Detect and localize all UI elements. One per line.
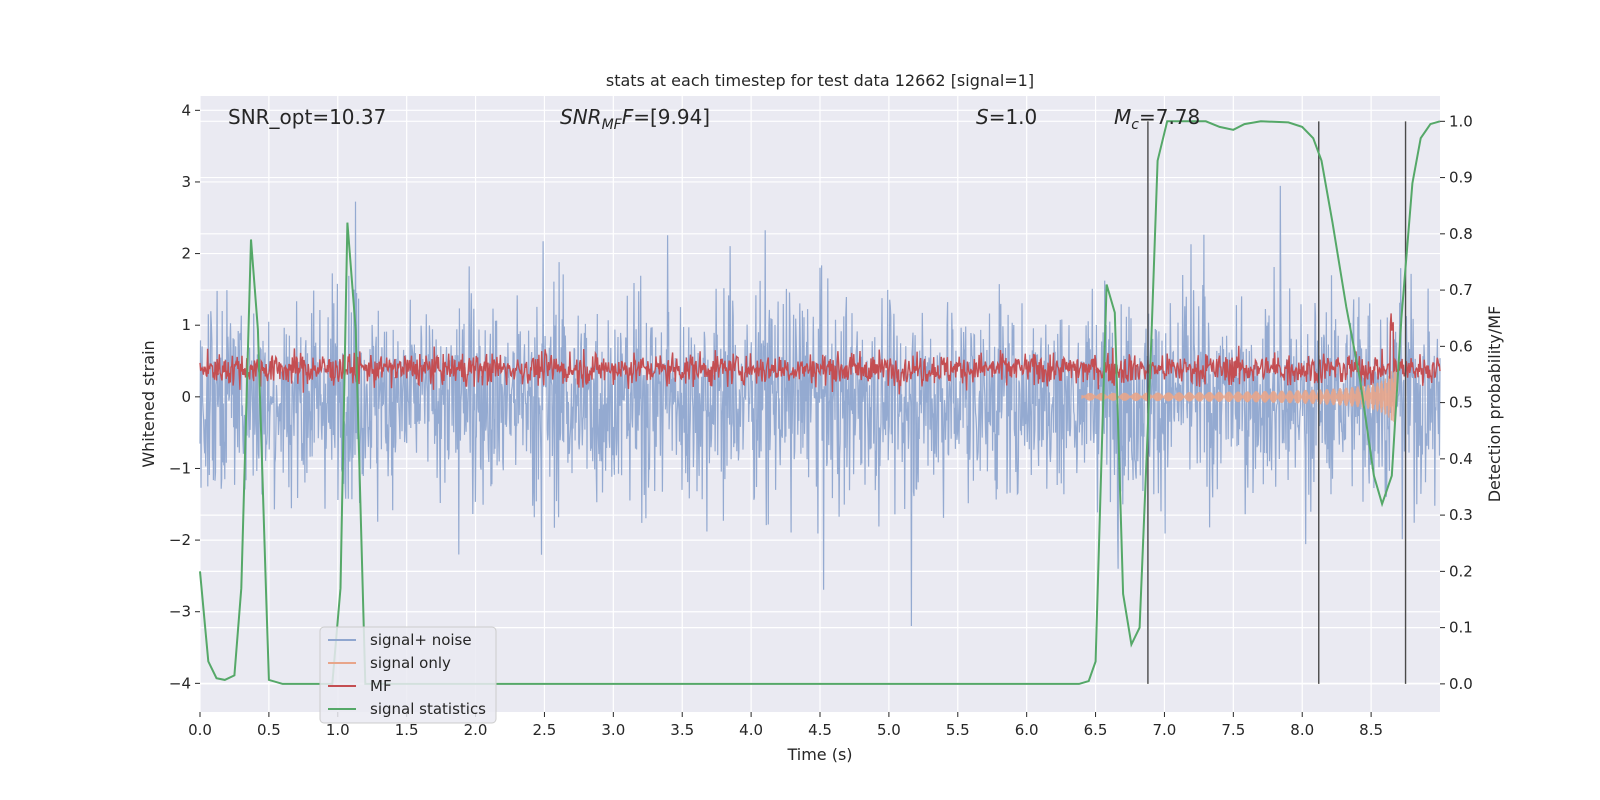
- y2-tick-label: 0.0: [1449, 675, 1473, 693]
- legend-label-noise: signal+ noise: [370, 631, 472, 649]
- y-tick-label: 4: [181, 101, 191, 119]
- x-tick-label: 1.0: [326, 721, 350, 739]
- x-tick-label: 6.5: [1084, 721, 1108, 739]
- x-tick-label: 0.0: [188, 721, 212, 739]
- y2-tick-label: 0.3: [1449, 506, 1473, 524]
- y2-tick-label: 1.0: [1449, 112, 1473, 130]
- x-axis-ticks: 0.0 0.5 1.0 1.5 2.0 2.5 3.0 3.5 4.0 4.5 5.0 5.5 6.0 6…: [188, 712, 1383, 739]
- annotation-s-label: S: [976, 105, 989, 129]
- y2-tick-label: 0.8: [1449, 225, 1473, 243]
- y-tick-label: −2: [169, 531, 191, 549]
- x-tick-label: 2.0: [464, 721, 488, 739]
- legend-label-mf: MF: [370, 677, 392, 695]
- annotation-mc: Mc=7.78: [1114, 105, 1200, 133]
- legend: signal+ noise signal only MF signal stat…: [319, 626, 497, 724]
- annotation-snr-mf-value: =[9.94]: [633, 105, 710, 129]
- y2-tick-label: 0.9: [1449, 169, 1473, 187]
- y-axis-label: Whitened strain: [139, 340, 158, 467]
- y2-tick-label: 0.7: [1449, 281, 1473, 299]
- y-tick-label: 3: [181, 173, 191, 191]
- x-tick-label: 2.5: [533, 721, 557, 739]
- x-tick-label: 5.5: [946, 721, 970, 739]
- legend-label-signal-only: signal only: [370, 654, 451, 672]
- y-tick-label: −1: [169, 459, 191, 477]
- y-tick-label: −3: [169, 603, 191, 621]
- y2-tick-label: 0.2: [1449, 562, 1473, 580]
- x-tick-label: 7.0: [1153, 721, 1177, 739]
- x-tick-label: 8.0: [1290, 721, 1314, 739]
- x-tick-label: 4.0: [739, 721, 763, 739]
- y-tick-label: 1: [181, 316, 191, 334]
- y2-tick-label: 0.4: [1449, 450, 1473, 468]
- signal-statistics-line: [199, 120, 1441, 685]
- y2-tick-label: 0.1: [1449, 619, 1473, 637]
- y-axis-ticks: −4 −3 −2 −1 0 1 2 3 4: [169, 101, 200, 692]
- x-tick-label: 8.5: [1359, 721, 1383, 739]
- legend-label-signal-statistics: signal statistics: [370, 700, 486, 718]
- y-tick-label: 0: [181, 388, 191, 406]
- series-signal-statistics: [199, 120, 1441, 685]
- series-mf: [199, 313, 1441, 395]
- y2-tick-label: 0.5: [1449, 394, 1473, 412]
- chart-title: stats at each timestep for test data 126…: [606, 71, 1034, 90]
- annotation-s: S=1.0: [976, 105, 1037, 129]
- grid: [199, 96, 1440, 712]
- series-signal-only: [1081, 365, 1397, 429]
- x-tick-label: 3.0: [601, 721, 625, 739]
- annotation-mc-label: M: [1114, 105, 1131, 129]
- annotation-snr-opt: SNR_opt=10.37: [228, 105, 386, 129]
- y2-axis-ticks: 0.0 0.1 0.2 0.3 0.4 0.5 0.6 0.7 0.8 0.9 1.0: [1440, 112, 1473, 693]
- annotation-snr-mf-label: SNR: [560, 105, 602, 129]
- mf-trace: [199, 313, 1441, 395]
- legend-box: [319, 626, 497, 724]
- annotation-mc-sub: c: [1131, 117, 1139, 133]
- x-axis-label: Time (s): [786, 745, 852, 764]
- annotation-snr-mf-f: F: [622, 105, 634, 129]
- annotation-s-value: =1.0: [989, 105, 1038, 129]
- x-tick-label: 7.5: [1221, 721, 1245, 739]
- y2-axis-label: Detection probability/MF: [1485, 306, 1504, 503]
- x-tick-label: 1.5: [395, 721, 419, 739]
- y-tick-label: 2: [181, 245, 191, 263]
- x-tick-label: 3.5: [670, 721, 694, 739]
- x-tick-label: 0.5: [257, 721, 281, 739]
- annotation-snr-mf: SNRMFF=[9.94]: [560, 105, 710, 133]
- x-tick-label: 6.0: [1015, 721, 1039, 739]
- chirp-trace: [1081, 365, 1397, 429]
- x-tick-label: 4.5: [808, 721, 832, 739]
- y2-tick-label: 0.6: [1449, 337, 1473, 355]
- y-tick-label: −4: [169, 674, 191, 692]
- annotation-snr-mf-sub: MF: [602, 117, 623, 133]
- annotation-mc-value: =7.78: [1139, 105, 1200, 129]
- x-tick-label: 5.0: [877, 721, 901, 739]
